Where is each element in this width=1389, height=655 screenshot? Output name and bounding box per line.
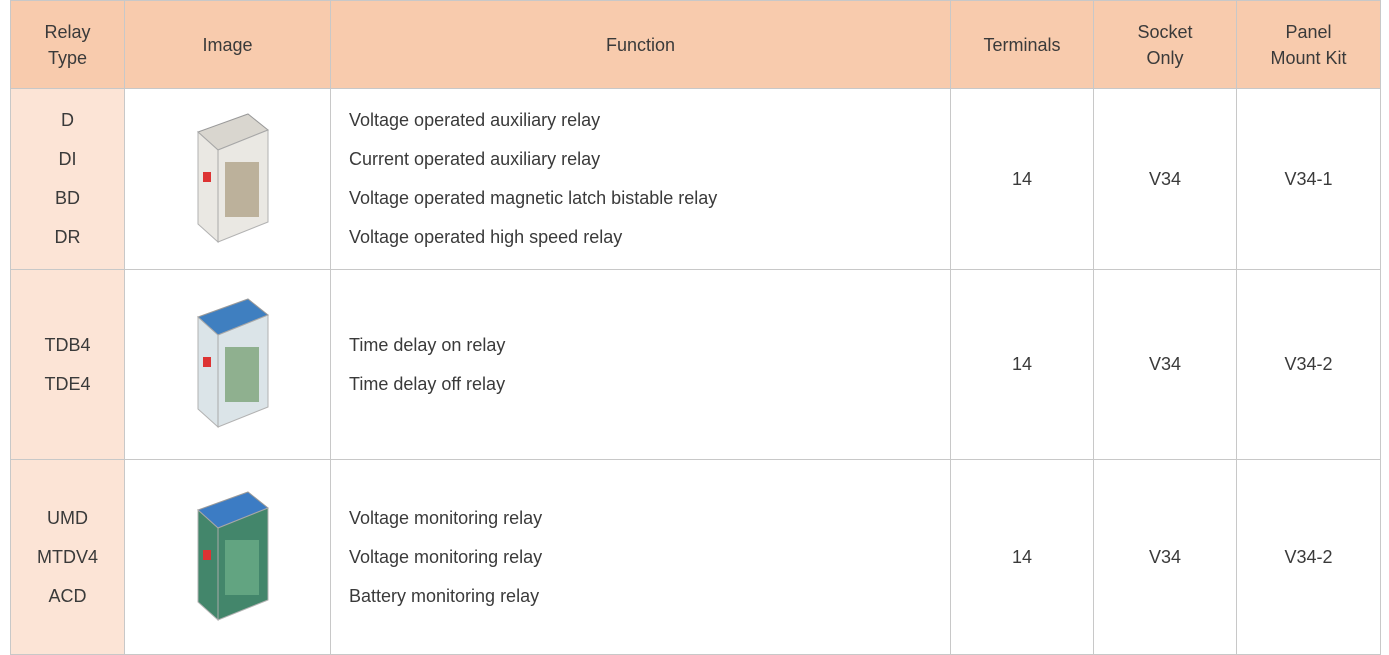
function-text: Time delay on relay [349,334,506,355]
socket: V34 [1093,88,1237,270]
relay-type-cell: TDB4 TDE4 [10,269,125,460]
relay-type: DR [54,227,81,247]
panel-kit: V34-2 [1236,269,1381,460]
header-cell: Socket Only [1093,0,1237,89]
header-text: Panel [1285,21,1332,42]
relay-image [196,112,269,243]
panel-kit: V34-2 [1236,459,1381,655]
relay-image [196,298,269,429]
header-text: Only [1146,47,1184,68]
panel-kit: V34-1 [1236,88,1381,270]
table-row: UMD MTDV4 ACD Voltage monitoring relay Volta… [10,459,1381,655]
relay-type: TDE4 [44,373,91,394]
relay-type: D [61,110,74,130]
relay-type-cell: UMD MTDV4 ACD [10,459,125,655]
relay-type: DI [58,149,77,169]
function-text: Battery monitoring relay [349,585,540,606]
function-text: Voltage operated magnetic latch bistable… [349,188,718,208]
function-cell: Time delay on relay Time delay off relay [330,269,951,460]
relay-type: MTDV4 [36,546,98,567]
function-text: Voltage monitoring relay [349,546,543,567]
image-cell [124,269,331,460]
function-text: Voltage monitoring relay [349,507,543,528]
terminals: 14 [950,88,1094,270]
terminals: 14 [950,459,1094,655]
header-text: Function [605,34,676,55]
image-cell [124,88,331,270]
relay-type-cell: D DI BD DR [10,88,125,270]
header-row: Relay Type Image Function Terminals Socket Onl… [10,0,1381,89]
header-text: Socket [1137,21,1193,42]
function-text: Voltage operated high speed relay [349,227,623,247]
header-cell: Relay Type [10,0,125,89]
relay-type: BD [54,188,80,208]
header-cell: Image [124,0,331,89]
function-text: Current operated auxiliary relay [349,149,601,169]
function-text: Voltage operated auxiliary relay [349,110,601,130]
socket: V34 [1093,269,1237,460]
relay-type: ACD [48,585,87,606]
relay-type: UMD [47,507,88,528]
function-text: Time delay off relay [349,373,506,394]
table-row: D DI BD DR Voltage operated auxiliary relay C… [10,88,1381,270]
image-cell [124,459,331,655]
table-row: TDB4 TDE4 Time delay on relay Time delay of… [10,269,1381,460]
header-cell: Panel Mount Kit [1236,0,1381,89]
relay-type: TDB4 [44,334,91,355]
header-cell: Terminals [950,0,1094,89]
function-cell: Voltage operated auxiliary relay Current … [330,88,951,270]
header-text: Relay [44,21,91,42]
relay-image [196,490,269,621]
socket: V34 [1093,459,1237,655]
table-body: D DI BD DR Voltage operated auxiliary relay C… [10,88,1381,655]
function-cell: Voltage monitoring relay Voltage monitori… [330,459,951,655]
header-text: Image [202,34,253,55]
header-text: Type [47,47,88,68]
header-cell: Function [330,0,951,89]
header-text: Mount Kit [1270,47,1347,68]
relay-table: Relay Type Image Function Terminals Socket Onl… [10,0,1381,655]
terminals: 14 [950,269,1094,460]
header-text: Terminals [983,34,1061,55]
